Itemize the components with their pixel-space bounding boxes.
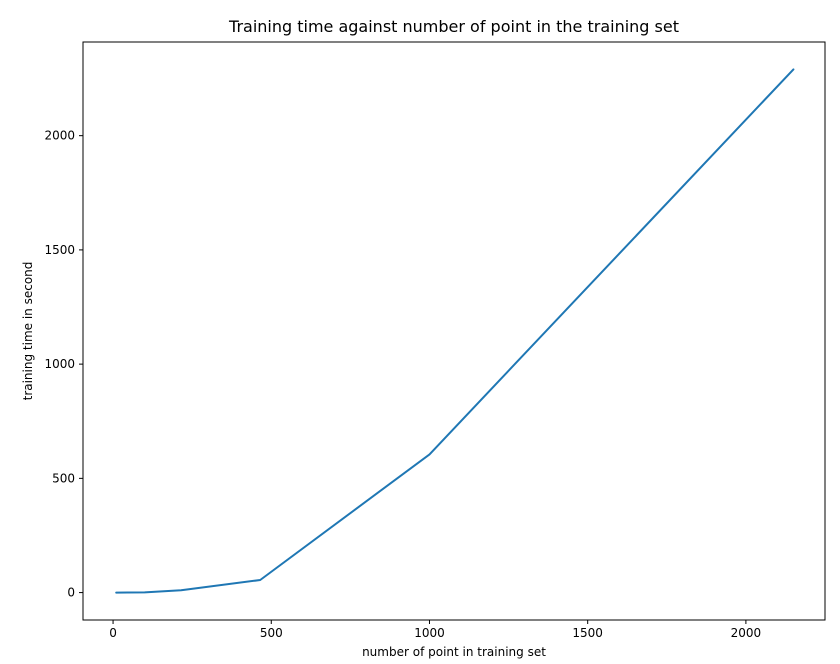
x-tick-label: 2000 bbox=[731, 626, 762, 640]
x-tick-label: 1500 bbox=[572, 626, 603, 640]
y-axis-ticks: 0 500 1000 1500 2000 bbox=[44, 129, 83, 600]
y-tick-label: 1000 bbox=[44, 357, 75, 371]
y-axis-label: training time in second bbox=[21, 262, 35, 401]
chart-title: Training time against number of point in… bbox=[228, 17, 679, 36]
x-tick-label: 500 bbox=[260, 626, 283, 640]
series-group bbox=[115, 68, 795, 594]
series-line bbox=[115, 68, 795, 594]
x-tick-label: 0 bbox=[109, 626, 117, 640]
x-axis-ticks: 0 500 1000 1500 2000 bbox=[109, 620, 761, 640]
y-tick-label: 1500 bbox=[44, 243, 75, 257]
plot-area bbox=[82, 41, 826, 621]
y-tick-label: 500 bbox=[52, 471, 75, 485]
x-tick-label: 1000 bbox=[414, 626, 445, 640]
y-tick-label: 2000 bbox=[44, 129, 75, 143]
y-tick-label: 0 bbox=[67, 586, 75, 600]
x-axis-label: number of point in training set bbox=[362, 645, 546, 659]
